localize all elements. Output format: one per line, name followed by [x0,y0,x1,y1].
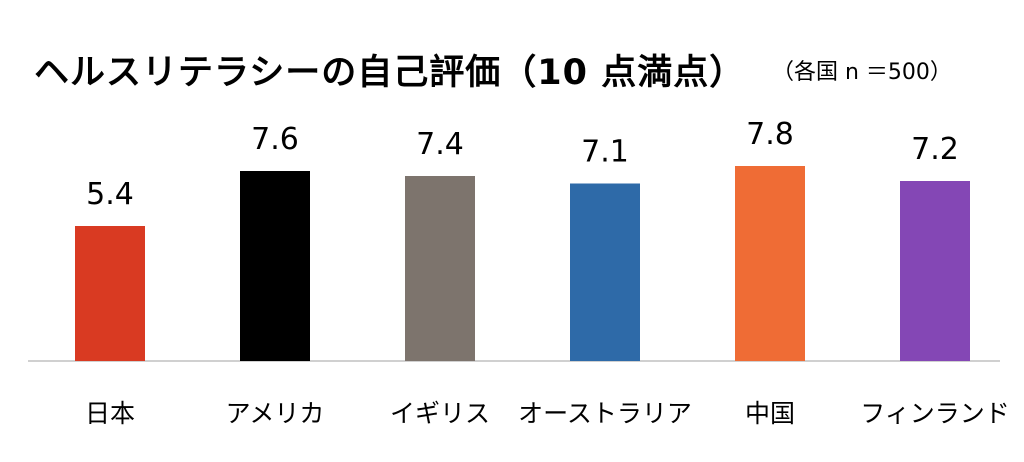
value-label-1: 7.6 [251,122,299,157]
category-label-1: アメリカ [226,399,325,428]
value-label-0: 5.4 [86,177,134,212]
category-label-3: オーストラリア [518,399,692,428]
bars-layer: 5.4 日本 7.6 アメリカ 7.4 イギリス 7.1 オーストラリア 7.8 中国 7.2 フィン… [75,117,1010,428]
category-label-2: イギリス [390,399,490,428]
chart-subtitle: （各国 n ＝500） [772,60,952,85]
bar-5 [900,181,970,361]
category-label-4: 中国 [745,399,795,428]
value-label-4: 7.8 [746,117,794,152]
bar-0 [75,226,145,361]
category-label-0: 日本 [85,399,135,428]
chart-title: ヘルスリテラシーの自己評価（10 点満点） [34,53,746,93]
bar-3 [570,183,640,361]
bar-2 [405,176,475,361]
value-label-2: 7.4 [416,127,464,162]
value-label-3: 7.1 [581,135,629,170]
bar-1 [240,171,310,361]
bar-4 [735,166,805,361]
category-label-5: フィンランド [860,399,1010,428]
value-label-5: 7.2 [911,132,959,167]
